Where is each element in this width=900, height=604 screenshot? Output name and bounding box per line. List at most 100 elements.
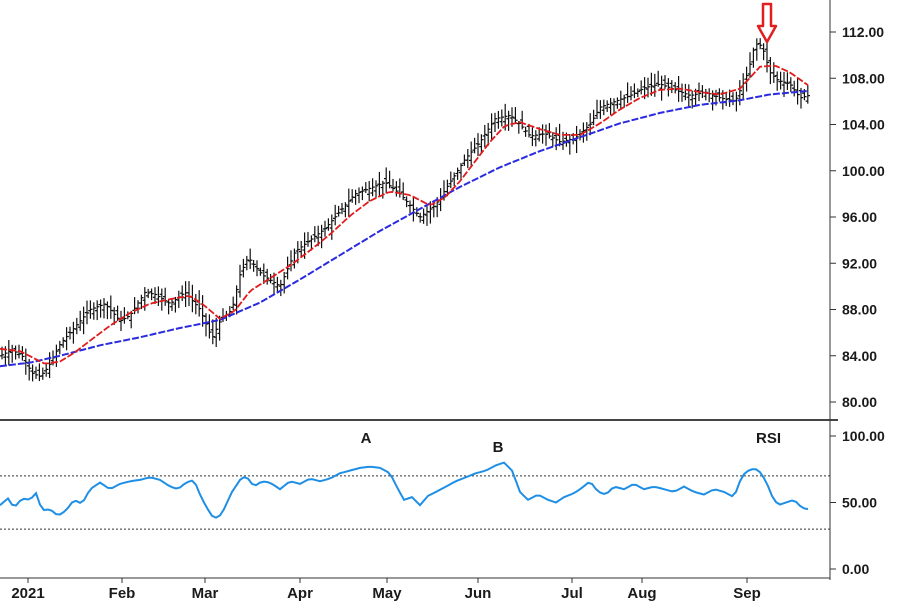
price-bar	[299, 240, 304, 258]
price-bar	[265, 268, 270, 285]
price-bar	[785, 72, 790, 90]
price-bar	[730, 92, 736, 106]
rsi-tick-label: 0.00	[842, 561, 869, 577]
price-bar	[353, 189, 358, 205]
price-bar	[751, 47, 756, 68]
price-bar	[747, 52, 753, 79]
x-tick-label: Feb	[109, 585, 136, 602]
price-panel: 112.00 108.00 104.00 100.00 96.00 92.00 88.00 8…	[0, 2, 885, 410]
price-bar	[778, 71, 783, 90]
price-bar	[112, 307, 117, 325]
price-bar	[377, 171, 382, 196]
price-bar	[424, 206, 430, 226]
price-tick-label: 80.00	[842, 394, 877, 410]
price-bar	[329, 214, 334, 240]
price-bar	[679, 83, 685, 102]
price-bar	[547, 123, 552, 139]
price-bar	[758, 38, 763, 50]
price-bar	[567, 134, 572, 155]
price-bar	[404, 196, 409, 208]
price-bar	[724, 92, 729, 107]
price-bar	[10, 344, 15, 363]
price-bar	[146, 288, 151, 299]
price-bar	[275, 276, 280, 293]
price-bar	[37, 363, 42, 382]
price-bar	[149, 288, 154, 301]
price-bar	[584, 122, 589, 141]
price-bar	[74, 317, 79, 335]
price-bar	[244, 255, 249, 271]
price-bar	[231, 296, 236, 311]
price-bar	[717, 88, 722, 102]
price-bar	[656, 70, 661, 87]
price-bar	[754, 38, 759, 61]
price-bar	[588, 113, 593, 136]
price-bar	[489, 113, 494, 141]
x-tick-label: Jul	[561, 585, 583, 602]
price-bar	[241, 258, 246, 278]
price-bar	[764, 38, 770, 73]
price-bar	[411, 197, 416, 222]
price-bar	[390, 178, 396, 192]
price-tick-label: 96.00	[842, 209, 877, 225]
price-bar	[180, 285, 185, 302]
price-bar	[458, 163, 464, 180]
price-bar	[707, 88, 712, 103]
price-bar	[326, 218, 331, 231]
price-bar	[397, 178, 402, 198]
price-bar	[479, 134, 484, 153]
price-bar	[159, 288, 164, 311]
price-bar	[594, 99, 600, 120]
price-bar	[122, 307, 127, 324]
price-bar	[81, 306, 86, 335]
price-bar	[649, 72, 654, 96]
price-bar	[118, 310, 124, 332]
x-axis: 2021 Feb Mar Apr May Jun Jul Aug Sep	[0, 0, 831, 602]
down-arrow-marker	[756, 2, 778, 44]
price-bar	[186, 281, 192, 307]
price-bar	[601, 99, 606, 116]
price-bar	[91, 302, 96, 320]
rsi-label: RSI	[756, 430, 781, 447]
price-bar	[401, 182, 406, 201]
price-bar	[166, 298, 171, 315]
price-bar	[312, 226, 317, 243]
ema-fast-line	[0, 64, 809, 365]
price-bar	[71, 321, 76, 344]
price-bar	[486, 122, 491, 146]
price-bar	[469, 141, 474, 168]
price-bar	[608, 97, 613, 115]
rsi-panel: 100.00 50.00 0.00 RSI A B	[0, 428, 885, 577]
x-tick-label: Mar	[192, 585, 219, 602]
x-tick-label: Jun	[465, 585, 492, 602]
price-bar	[673, 82, 678, 94]
price-bar	[190, 284, 195, 313]
price-bar	[193, 294, 198, 315]
x-tick-label: Sep	[733, 585, 761, 602]
price-bar	[47, 352, 52, 379]
price-bar	[530, 127, 535, 147]
price-bar	[305, 231, 311, 247]
price-bar	[135, 300, 141, 314]
price-bar	[574, 125, 579, 154]
price-bar	[492, 112, 498, 132]
x-tick-label: 2021	[11, 585, 44, 602]
price-bar	[254, 260, 260, 277]
price-bar	[363, 182, 368, 193]
price-bar	[591, 109, 596, 126]
price-tick-label: 100.00	[842, 163, 885, 179]
price-bar	[319, 224, 324, 249]
price-bar	[622, 94, 627, 108]
price-bar	[44, 363, 49, 377]
price-bar	[309, 235, 314, 251]
rsi-line	[0, 461, 809, 519]
price-bar	[418, 212, 423, 223]
price-bar	[370, 178, 375, 197]
price-bar	[421, 208, 426, 224]
sma-slow-line	[0, 90, 809, 368]
price-bar	[346, 188, 351, 218]
price-bar	[30, 364, 35, 382]
price-bar	[258, 267, 263, 276]
x-tick-label: May	[372, 585, 402, 602]
